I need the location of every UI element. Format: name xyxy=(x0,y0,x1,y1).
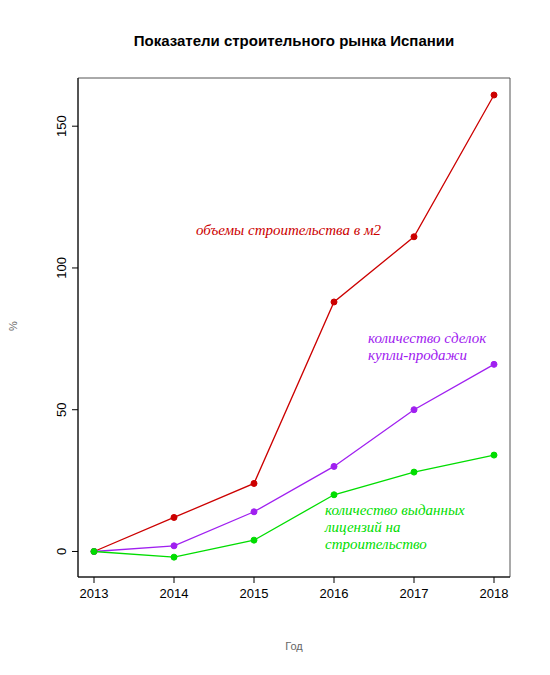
svg-text:50: 50 xyxy=(54,402,69,416)
svg-text:2015: 2015 xyxy=(240,586,269,601)
html-text:Показатели строительного рынка: Показатели строительного рынка Испании xyxy=(133,32,455,49)
svg-text:2016: 2016 xyxy=(320,586,349,601)
svg-text:0: 0 xyxy=(54,548,69,555)
svg-text:2017: 2017 xyxy=(400,586,429,601)
svg-text:100: 100 xyxy=(54,257,69,279)
svg-text:150: 150 xyxy=(54,115,69,137)
html-text:Год: Год xyxy=(285,640,303,652)
svg-text:2018: 2018 xyxy=(480,586,509,601)
svg-text:2014: 2014 xyxy=(160,586,189,601)
html-text:объемы строительства в м2: объемы строительства в м2 xyxy=(196,222,381,238)
html-text:количество выданных лицензий н: количество выданных лицензий на строител… xyxy=(325,502,465,552)
svg-text:2013: 2013 xyxy=(80,586,109,601)
html-text:количество сделок купли-продаж: количество сделок купли-продажи xyxy=(368,330,487,363)
